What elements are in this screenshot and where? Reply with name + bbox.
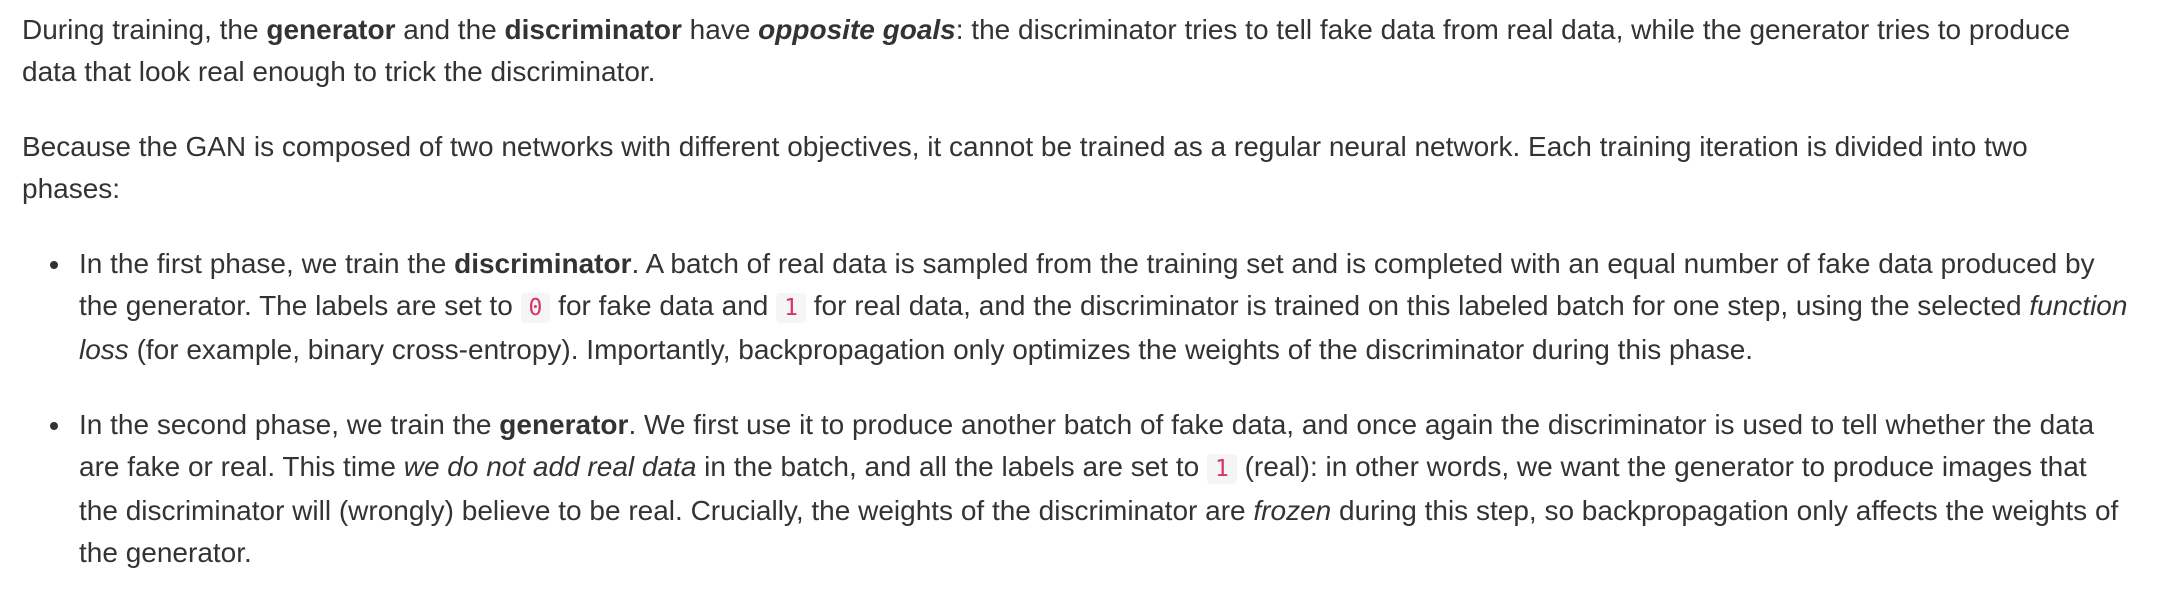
text: . We first use it to produce another bat… — [79, 409, 2095, 482]
term-discriminator: discriminator — [454, 248, 632, 279]
text: for real data, and the discriminator is … — [805, 290, 2030, 321]
text: (for example, binary cross-entropy). Imp… — [128, 334, 1754, 365]
phase-list: In the first phase, we train the discrim… — [22, 243, 2132, 574]
text: In the first phase, we train the — [79, 248, 455, 279]
emphasis-no-real-data: we do not add real data — [403, 451, 697, 482]
list-item-phase-two: In the second phase, we train the genera… — [50, 404, 2132, 574]
paragraph-phases-intro: Because the GAN is composed of two netwo… — [22, 126, 2132, 210]
text: during this step, so backpropagation onl… — [79, 495, 2119, 568]
text: During training, the — [22, 14, 267, 45]
term-discriminator: discriminator — [504, 14, 682, 45]
article-body: During training, the generator and the d… — [22, 9, 2132, 607]
emphasis-frozen: frozen — [1253, 495, 1332, 526]
emphasis-opposite-goals: opposite goals — [758, 14, 956, 45]
text: (real): in other words, we want the gene… — [79, 451, 2087, 526]
text: Because the GAN is composed of two netwo… — [22, 131, 2028, 204]
text: for fake data and — [550, 290, 777, 321]
text: have — [681, 14, 759, 45]
paragraph-goals: During training, the generator and the d… — [22, 9, 2132, 93]
inline-code-zero: 0 — [520, 293, 551, 323]
inline-code-one: 1 — [776, 293, 806, 323]
text: In the second phase, we train the — [79, 409, 500, 440]
inline-code-one: 1 — [1206, 454, 1237, 484]
emphasis-text: opposite goals — [758, 14, 956, 45]
text: in the batch, and all the labels are set… — [696, 451, 1207, 482]
term-generator: generator — [266, 14, 396, 45]
emphasis-function-loss: function loss — [79, 290, 2128, 365]
text: and the — [395, 14, 505, 45]
list-item-phase-one: In the first phase, we train the discrim… — [50, 243, 2132, 371]
term-generator: generator — [499, 409, 629, 440]
text: . A batch of real data is sampled from t… — [79, 248, 2095, 321]
text: : the discriminator tries to tell fake d… — [22, 14, 2071, 87]
